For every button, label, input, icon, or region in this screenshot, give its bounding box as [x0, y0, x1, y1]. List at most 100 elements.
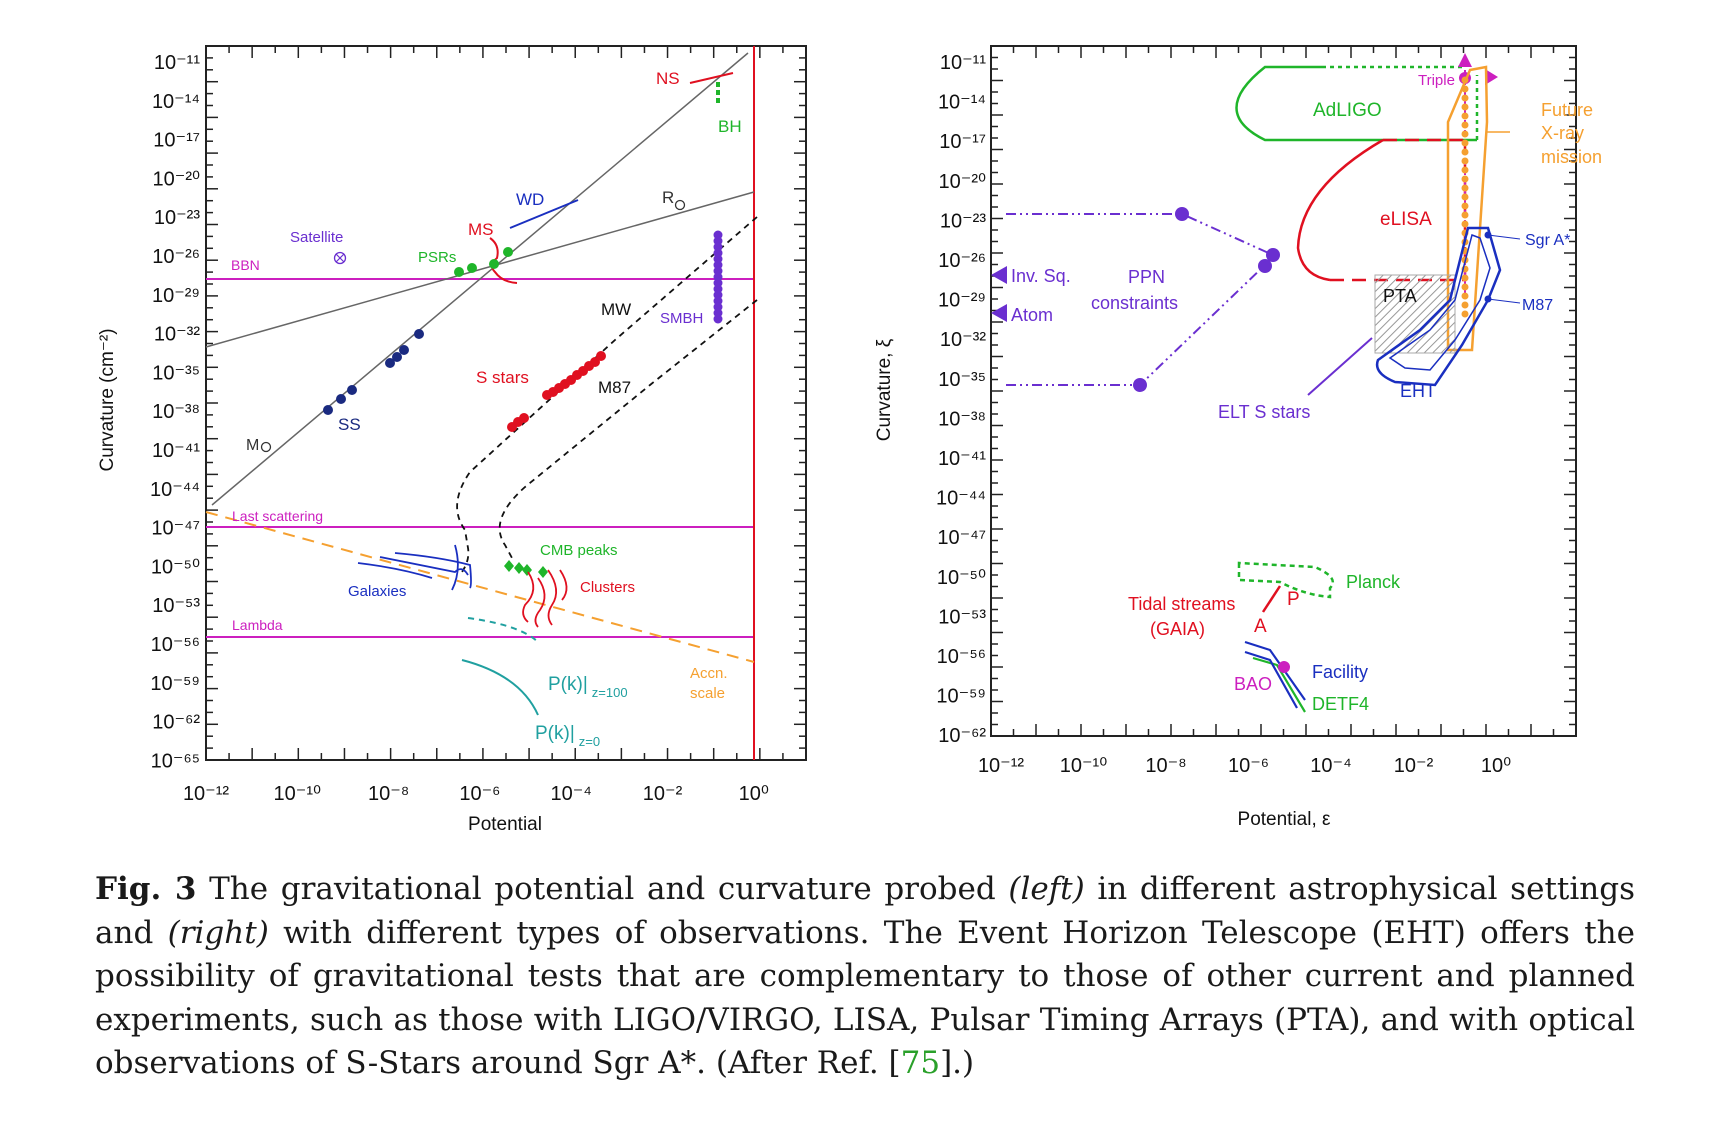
m87-label: M87	[598, 378, 631, 397]
m-sun-symbol	[260, 441, 272, 453]
bh-label: BH	[718, 117, 742, 136]
x-tick-label: 10⁻¹²	[183, 783, 229, 805]
adligo-region	[1235, 65, 1477, 142]
ppn-point-3	[1258, 259, 1272, 273]
xray-point	[1461, 121, 1469, 129]
accn-scale-line	[205, 511, 755, 663]
tidal-label-2: (GAIA)	[1150, 619, 1205, 639]
xray-point	[1461, 85, 1469, 93]
elisa-label: eLISA	[1380, 209, 1432, 230]
cmb-peak-point	[538, 566, 548, 578]
y-tick-label: 10⁻⁴⁴	[936, 488, 986, 510]
reference-link[interactable]: 75	[900, 1045, 941, 1081]
y-tick-label: 10⁻⁴⁷	[937, 527, 986, 549]
satellite-symbol	[333, 251, 347, 265]
psr-point	[454, 267, 464, 277]
xray-point	[1461, 94, 1469, 102]
y-tick-label: 10⁻⁵⁰	[151, 556, 200, 578]
left-axis-ticks	[205, 45, 807, 761]
y-tick-label: 10⁻³⁵	[938, 369, 986, 391]
figure-caption: Fig. 3 The gravitational potential and c…	[95, 868, 1635, 1086]
m87-leader	[1487, 298, 1521, 304]
psrs-label: PSRs	[418, 249, 456, 266]
cmb-peaks-label: CMB peaks	[540, 542, 618, 559]
inv-sq-marker	[991, 266, 1007, 284]
ss-point	[399, 345, 409, 355]
ppn-point-4	[1133, 378, 1147, 392]
right-plot-frame	[990, 45, 1577, 737]
radius-scaling-line	[205, 191, 755, 348]
ns-label: NS	[656, 69, 680, 88]
caption-text-3: with different types of observations. Th…	[95, 914, 1635, 1082]
ss-point	[385, 358, 395, 368]
last-scattering-label: Last scattering	[232, 508, 323, 524]
pk-z100-curve	[467, 617, 539, 643]
y-tick-label: 10⁻³⁸	[938, 408, 986, 430]
xray-point	[1461, 211, 1469, 219]
triple-up-marker	[1458, 53, 1472, 67]
sgra-leader	[1487, 234, 1521, 240]
y-tick-label: 10⁻⁴¹	[938, 448, 986, 470]
y-tick-label: 10⁻²⁹	[938, 290, 986, 312]
atom-marker	[991, 304, 1007, 322]
lambda-label: Lambda	[232, 617, 283, 633]
ns-line	[689, 72, 734, 84]
x-tick-label: 10⁰	[1481, 755, 1511, 777]
y-tick-label: 10⁻²⁹	[152, 285, 200, 307]
caption-text-4: ].)	[940, 1045, 975, 1081]
pta-label: PTA	[1383, 286, 1417, 306]
y-tick-label: 10⁻²³	[940, 210, 986, 232]
star-point	[596, 351, 606, 361]
psr-point	[489, 259, 499, 269]
mw-label: MW	[601, 300, 631, 319]
xray-point	[1461, 148, 1469, 156]
pta-region	[1374, 274, 1456, 354]
left-y-axis-label: Curvature (cm⁻²)	[97, 328, 118, 471]
right-x-axis-label: Potential, ε	[1238, 809, 1331, 830]
galaxies-label: Galaxies	[348, 583, 406, 600]
wd-line	[509, 199, 579, 229]
right-y-axis-label: Curvature, ξ	[874, 338, 895, 441]
inv-sq-label: Inv. Sq.	[1011, 266, 1071, 286]
left-x-tick-labels: 10⁻¹² 10⁻¹⁰ 10⁻⁸ 10⁻⁶ 10⁻⁴ 10⁻² 10⁰	[183, 783, 769, 805]
ss-label: SS	[338, 415, 361, 434]
psrs-points	[454, 247, 513, 277]
y-tick-label: 10⁻¹⁷	[153, 130, 200, 152]
left-x-axis-label: Potential	[468, 814, 542, 835]
right-y-tick-labels: 10⁻¹¹ 10⁻¹⁴ 10⁻¹⁷ 10⁻²⁰ 10⁻²³ 10⁻²⁶ 10⁻²⁹ 10⁻³²…	[936, 52, 986, 747]
y-tick-label: 10⁻⁵⁶	[937, 646, 986, 668]
r-sun-symbol	[674, 199, 686, 211]
planck-label: Planck	[1346, 572, 1401, 592]
facility-line	[1244, 640, 1306, 701]
cmb-peak-point	[522, 564, 532, 576]
y-tick-label: 10⁻³⁵	[152, 362, 200, 384]
y-tick-label: 10⁻⁴⁷	[151, 518, 200, 540]
xray-point	[1461, 112, 1469, 120]
a-label: A	[1254, 616, 1267, 637]
wd-label: WD	[516, 190, 544, 209]
y-tick-label: 10⁻⁶⁵	[151, 750, 200, 772]
smbh-label: SMBH	[660, 310, 703, 327]
elt-leader	[1307, 337, 1373, 396]
y-tick-label: 10⁻²⁰	[153, 168, 200, 190]
elisa-region	[1296, 138, 1384, 282]
pk-z0-curve	[461, 659, 539, 716]
y-tick-label: 10⁻²⁶	[938, 250, 986, 272]
facility-label: Facility	[1312, 662, 1368, 682]
p-label: P	[1287, 589, 1300, 610]
planck-region	[1237, 561, 1335, 599]
x-tick-label: 10⁻¹²	[978, 755, 1024, 777]
left-plot-frame	[205, 45, 807, 761]
future-label-3: mission	[1541, 147, 1602, 167]
r-sun-label: R	[662, 188, 674, 207]
y-tick-label: 10⁻⁵⁰	[937, 567, 986, 589]
y-tick-label: 10⁻⁵⁹	[936, 686, 986, 708]
xray-point	[1461, 175, 1469, 183]
future-label-2: X-ray	[1541, 123, 1584, 143]
bao-label: BAO	[1234, 674, 1272, 694]
xray-point	[1461, 292, 1469, 300]
scale-label: scale	[690, 685, 725, 702]
ms-label: MS	[468, 220, 494, 239]
xray-point	[1461, 193, 1469, 201]
xray-point	[1461, 76, 1469, 84]
